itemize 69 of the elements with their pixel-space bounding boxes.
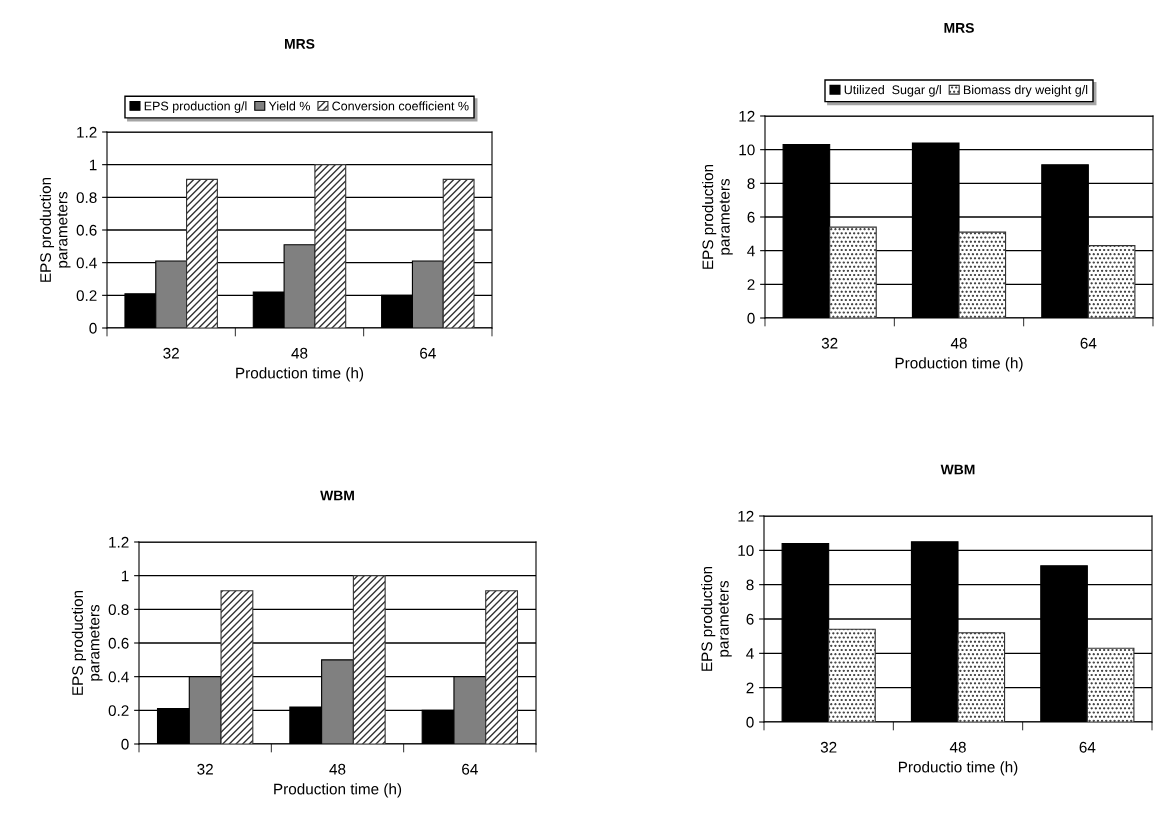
x-tick-label: 64 [1080,337,1097,349]
x-axis-title: Productio time (h) [898,761,1018,776]
chart-title: WBM [940,464,975,475]
y-tick-label: 12 [739,110,755,122]
y-tick-label: 4 [747,245,755,257]
bar [220,590,254,744]
y-tick-label: 6 [746,613,754,625]
y-axis-title: EPS production parameters [702,164,733,269]
y-tick-label: 6 [747,211,755,223]
y-tick-label: 10 [739,144,755,156]
y-tick-label: 0.4 [76,257,97,269]
x-tick-label: 48 [329,763,346,775]
x-axis-title: Production time (h) [236,367,364,382]
bar [186,178,218,328]
x-axis-title: Production time (h) [895,357,1023,372]
y-tick-label: 1 [121,570,129,582]
x-tick-label: 48 [949,741,966,753]
y-tick-label: 8 [747,178,755,190]
legend-label: EPS production g/l [144,101,247,113]
x-tick-label: 32 [821,337,838,349]
x-tick-label: 64 [462,763,478,775]
x-tick-label: 32 [820,741,837,753]
x-tick-label: 32 [197,763,213,775]
y-tick-label: 4 [746,648,754,659]
chart-title: WBM [320,490,354,501]
x-axis-title: Production time (h) [274,783,402,798]
bar [958,231,1007,318]
y-tick-label: 0.2 [108,705,129,717]
bar [442,178,475,328]
bar [352,575,386,744]
legend-label: Conversion coefficient % [332,101,469,111]
x-tick-label: 48 [291,347,308,359]
y-tick-label: 0.4 [108,671,129,683]
y-tick-label: 0 [746,716,754,728]
bar [314,164,347,328]
x-tick-label: 64 [420,347,436,359]
y-tick-label: 1 [89,159,97,171]
legend-label: Yield % [268,101,310,111]
legend-label: Utilized Sugar g/l [844,85,941,97]
y-tick-label: 0.8 [76,192,97,204]
y-axis-title: EPS production parameters [71,590,103,695]
y-tick-label: 0.8 [108,604,129,616]
y-axis-title: EPS production parameters [701,566,732,671]
y-tick-label: 12 [738,510,754,522]
y-tick-label: 0.6 [76,224,97,236]
y-axis-title: EPS production parameters [39,177,71,282]
bar [828,628,876,722]
bar [957,632,1006,722]
y-tick-label: 1.2 [77,126,97,138]
chart-title: MRS [944,22,974,33]
y-tick-label: 8 [746,579,754,591]
x-tick-label: 64 [1079,741,1096,753]
y-tick-label: 0.2 [76,290,97,302]
bar [485,590,519,744]
bar [1087,245,1136,318]
x-tick-label: 48 [950,337,967,349]
y-tick-label: 0.6 [108,637,129,649]
legend-label: Biomass dry weight g/l [963,85,1088,97]
y-tick-label: 2 [746,682,754,694]
y-tick-label: 2 [747,279,755,290]
bar [829,226,877,318]
x-tick-label: 32 [163,347,179,359]
y-tick-label: 10 [738,545,754,557]
y-tick-label: 0 [747,312,755,324]
y-tick-label: 0 [89,322,97,334]
bar [1086,647,1135,722]
y-tick-label: 1.2 [109,536,129,548]
chart-title: MRS [285,38,315,49]
y-tick-label: 0 [121,738,129,750]
